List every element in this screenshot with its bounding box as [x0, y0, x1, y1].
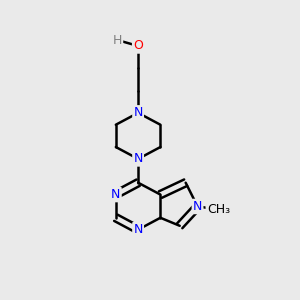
Text: O: O: [133, 40, 143, 52]
Text: N: N: [134, 152, 143, 165]
Text: CH₃: CH₃: [207, 203, 230, 216]
Text: N: N: [134, 106, 143, 119]
Text: N: N: [134, 223, 143, 236]
Text: N: N: [193, 200, 202, 213]
Text: N: N: [111, 188, 121, 201]
Text: H: H: [112, 34, 122, 46]
